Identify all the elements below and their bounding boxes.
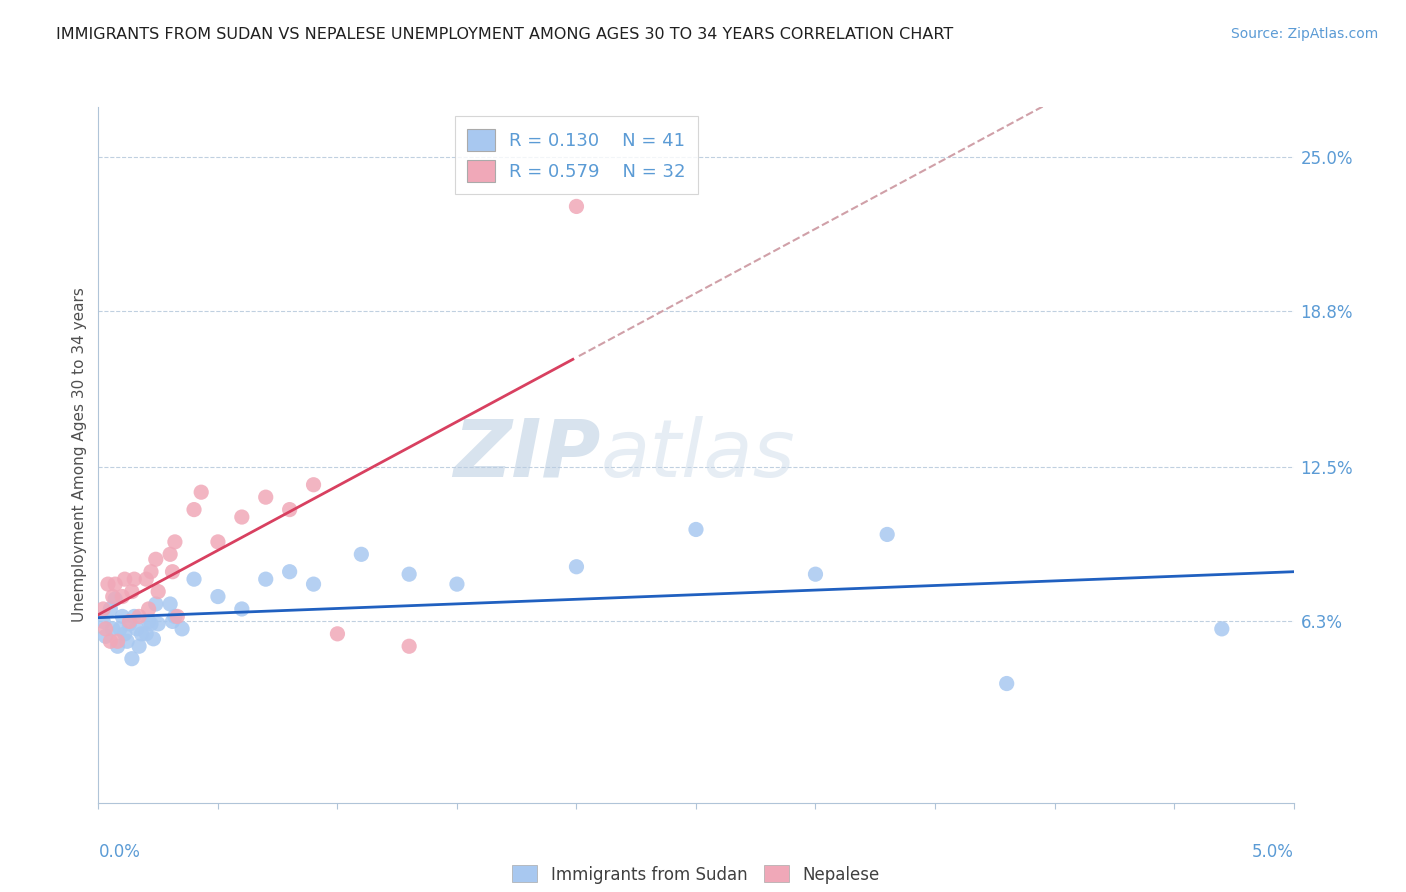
Text: 5.0%: 5.0% [1251, 843, 1294, 861]
Point [254, 490, 277, 504]
Point [148, 616, 170, 631]
Point [131, 627, 153, 641]
Point [114, 572, 136, 586]
Point [159, 597, 181, 611]
Point [139, 565, 162, 579]
Point [98, 634, 122, 648]
Point [162, 615, 184, 629]
Point [138, 602, 160, 616]
Point [98, 602, 122, 616]
Point [124, 572, 146, 586]
Point [326, 627, 349, 641]
Point [118, 615, 141, 629]
Text: atlas: atlas [600, 416, 796, 494]
Point [135, 572, 157, 586]
Point [166, 609, 188, 624]
Point [231, 602, 253, 616]
Point [804, 567, 827, 582]
Point [111, 590, 134, 604]
Point [125, 622, 148, 636]
Point [302, 577, 325, 591]
Point [91, 602, 114, 616]
Point [162, 565, 184, 579]
Point [97, 577, 120, 591]
Point [302, 477, 325, 491]
Point [159, 547, 181, 561]
Text: ZIP: ZIP [453, 416, 600, 494]
Point [107, 634, 129, 648]
Point [278, 502, 301, 516]
Point [101, 622, 124, 636]
Point [398, 639, 420, 653]
Point [398, 567, 420, 582]
Point [118, 616, 141, 631]
Point [121, 584, 143, 599]
Point [190, 485, 212, 500]
Point [124, 609, 146, 624]
Point [183, 572, 205, 586]
Point [207, 534, 229, 549]
Text: 0.0%: 0.0% [98, 843, 141, 861]
Point [104, 577, 127, 591]
Point [114, 627, 136, 641]
Point [142, 632, 165, 646]
Point [231, 510, 253, 524]
Text: IMMIGRANTS FROM SUDAN VS NEPALESE UNEMPLOYMENT AMONG AGES 30 TO 34 YEARS CORRELA: IMMIGRANTS FROM SUDAN VS NEPALESE UNEMPL… [56, 27, 953, 42]
Point [139, 616, 162, 631]
Point [145, 552, 167, 566]
Point [115, 634, 138, 648]
Point [1211, 622, 1233, 636]
Point [128, 609, 150, 624]
Point [94, 622, 117, 636]
Point [107, 639, 129, 653]
Point [254, 572, 277, 586]
Point [121, 651, 143, 665]
Point [138, 615, 160, 629]
Point [163, 534, 186, 549]
Point [145, 597, 167, 611]
Point [108, 622, 131, 636]
Point [101, 590, 124, 604]
Point [135, 627, 157, 641]
Point [685, 523, 707, 537]
Point [565, 559, 588, 574]
Point [995, 676, 1018, 690]
Point [111, 609, 134, 624]
Point [172, 622, 194, 636]
Point [207, 590, 229, 604]
Point [565, 199, 588, 213]
Point [183, 502, 205, 516]
Legend: Immigrants from Sudan, Nepalese: Immigrants from Sudan, Nepalese [503, 857, 889, 892]
Text: Source: ZipAtlas.com: Source: ZipAtlas.com [1230, 27, 1378, 41]
Point [446, 577, 468, 591]
Point [350, 547, 373, 561]
Point [148, 584, 170, 599]
Point [876, 527, 898, 541]
Y-axis label: Unemployment Among Ages 30 to 34 years: Unemployment Among Ages 30 to 34 years [72, 287, 87, 623]
Point [104, 592, 127, 607]
Point [128, 639, 150, 653]
Point [163, 609, 186, 624]
Point [278, 565, 301, 579]
Point [94, 629, 117, 643]
Point [91, 615, 114, 629]
